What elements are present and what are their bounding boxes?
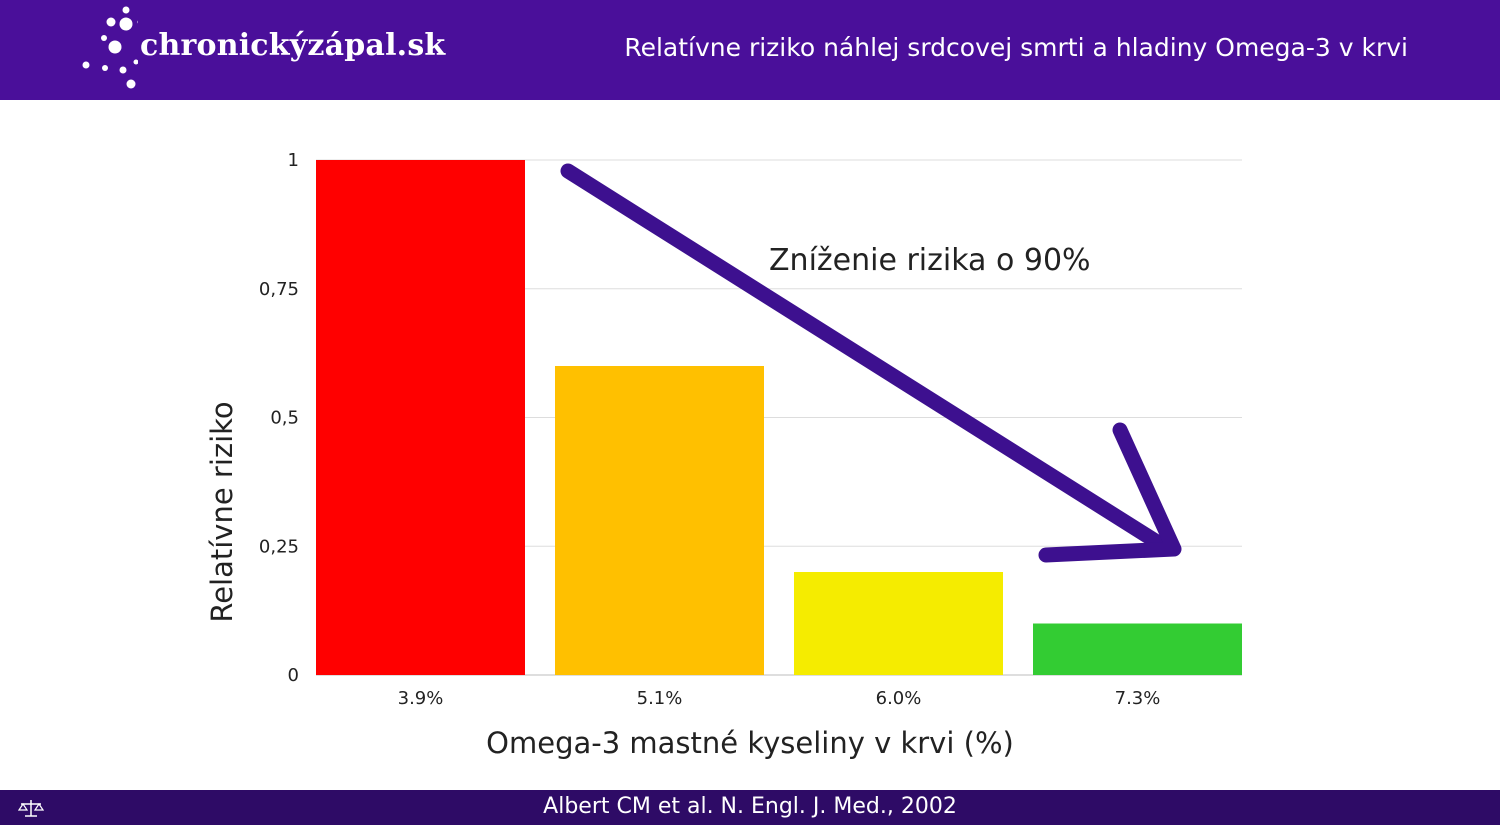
y-tick-label: 1 <box>288 150 299 171</box>
x-tick-label: 3.9% <box>398 688 444 709</box>
x-tick-label: 7.3% <box>1115 688 1161 709</box>
y-tick-label: 0,75 <box>259 279 299 300</box>
footer-bar: Albert CM et al. N. Engl. J. Med., 2002 <box>0 790 1500 825</box>
y-tick-label: 0,25 <box>259 536 299 557</box>
trend-arrow <box>560 163 1182 563</box>
page-title: Relatívne riziko náhlej srdcovej smrti a… <box>624 33 1408 62</box>
site-logo[interactable]: chronickýzápal.sk <box>78 0 445 100</box>
citation-text: Albert CM et al. N. Engl. J. Med., 2002 <box>543 794 957 819</box>
trend-arrow-shaft <box>560 163 1176 557</box>
bar <box>555 366 764 675</box>
x-tick-label: 6.0% <box>876 688 922 709</box>
y-tick-labels: 0 0,25 0,5 0,75 1 <box>259 150 299 686</box>
molecule-dots-icon <box>82 6 143 89</box>
bar <box>794 572 1003 675</box>
header-bar: chronickýzápal.sk Relatívne riziko náhle… <box>0 0 1500 100</box>
risk-reduction-annotation: Zníženie rizika o 90% <box>769 243 1091 278</box>
chart-canvas: 0 0,25 0,5 0,75 1 3.9% 5.1% 6.0% 7.3% Relatívne… <box>205 150 1242 760</box>
x-axis-label: Omega-3 mastné kyseliny v krvi (%) <box>486 726 1014 760</box>
y-tick-label: 0 <box>288 665 299 686</box>
x-tick-label: 5.1% <box>637 688 683 709</box>
x-tick-labels: 3.9% 5.1% 6.0% 7.3% <box>398 688 1161 709</box>
bar <box>316 160 525 675</box>
trend-arrow-head <box>1038 422 1182 563</box>
bar <box>1033 623 1242 675</box>
y-tick-label: 0,5 <box>270 408 299 429</box>
logo-text: chronickýzápal.sk <box>140 28 446 63</box>
bars <box>316 160 1242 675</box>
scale-icon <box>18 800 44 817</box>
y-axis-label: Relatívne riziko <box>205 401 239 622</box>
bar-chart: 0 0,25 0,5 0,75 1 3.9% 5.1% 6.0% 7.3% Relatívne… <box>0 100 1500 790</box>
